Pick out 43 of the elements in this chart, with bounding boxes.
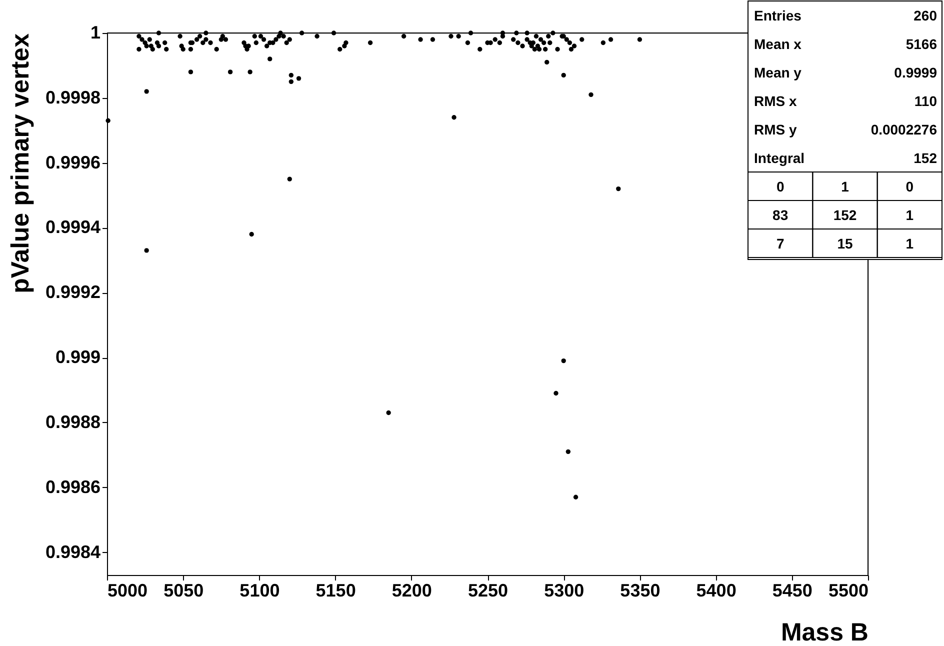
annotation: 152 <box>833 206 857 223</box>
annotation: 83 <box>772 206 788 223</box>
x-axis-title: Mass B <box>780 618 868 646</box>
x-tick-label: 5450 <box>772 580 812 600</box>
text: 0.9999 <box>894 64 938 80</box>
x-tick-label: 5050 <box>164 580 204 600</box>
text: 260 <box>914 7 938 24</box>
annotation: 1 <box>841 178 850 194</box>
x-tick-label: 5250 <box>468 580 508 600</box>
annotation: RMS x <box>754 92 797 109</box>
annotation: 0 <box>776 178 784 194</box>
text: 0 <box>906 178 914 194</box>
x-tick-label: 5500 <box>828 580 868 600</box>
text: 110 <box>914 92 938 109</box>
x-tick-label: 5100 <box>240 580 280 600</box>
x-tick-label: 5000 <box>108 580 148 600</box>
annotation: Integral <box>754 150 805 166</box>
annotation: 7 <box>776 235 784 252</box>
y-tick-label: 1 <box>90 22 100 42</box>
annotation: Mean y <box>754 64 802 80</box>
text: 1 <box>906 235 914 252</box>
text: 152 <box>914 150 938 166</box>
y-tick-label: 0.9996 <box>45 152 100 172</box>
x-tick-label: 5350 <box>620 580 660 600</box>
annotation: Mean x <box>754 36 802 52</box>
y-tick-label: 0.9992 <box>45 282 100 302</box>
y-tick-label: 0.9986 <box>45 476 100 497</box>
y-axis-title: pValue primary vertex <box>6 33 34 294</box>
annotation: RMS y <box>754 121 797 138</box>
x-tick-label: 5200 <box>392 580 432 600</box>
x-tick-label: 5300 <box>544 580 584 600</box>
y-tick-label: 0.999 <box>55 347 100 368</box>
y-tick-label: 0.9988 <box>45 412 100 432</box>
y-tick-label: 0.9994 <box>45 217 100 238</box>
x-tick-label: 5150 <box>316 580 356 600</box>
text: Entries <box>754 7 802 24</box>
text: 0.0002276 <box>870 121 938 138</box>
y-tick-label: 0.9984 <box>45 542 100 562</box>
y-tick-label: 0.9998 <box>45 87 100 108</box>
text: 1 <box>906 206 914 223</box>
annotation: 15 <box>837 235 853 252</box>
text: 5166 <box>906 36 938 52</box>
x-tick-label: 5400 <box>696 580 736 600</box>
